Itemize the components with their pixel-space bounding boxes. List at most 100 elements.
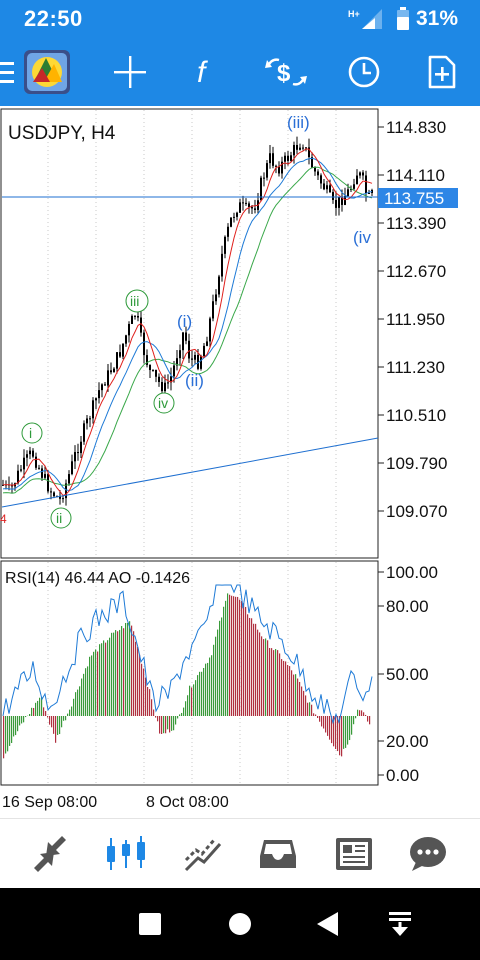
ao-bar — [121, 626, 123, 716]
ao-bar — [159, 716, 161, 734]
candle-body — [338, 197, 340, 208]
add-object-button[interactable] — [412, 38, 472, 106]
recents-button[interactable] — [120, 888, 180, 960]
nav-quotes[interactable] — [10, 819, 90, 889]
nav-chart[interactable] — [86, 819, 166, 889]
ao-bar — [69, 709, 71, 716]
nav-news[interactable] — [314, 819, 394, 889]
candle-body — [293, 144, 295, 156]
indicators-button[interactable]: f — [176, 38, 236, 106]
home-button[interactable] — [210, 888, 270, 960]
period-button[interactable] — [334, 38, 394, 106]
ao-bar — [19, 716, 21, 726]
back-button[interactable] — [298, 888, 358, 960]
ao-bar — [265, 638, 267, 716]
medium-moving-average-line — [2, 157, 373, 492]
candle-body — [125, 335, 127, 344]
candle-body — [356, 175, 358, 185]
candle-body — [218, 276, 220, 295]
ao-bar — [11, 716, 13, 744]
candle-body — [59, 496, 61, 499]
ao-bar — [219, 620, 221, 716]
ao-bar — [15, 716, 17, 736]
ao-bar — [99, 644, 101, 716]
candle-body — [92, 400, 94, 419]
ao-bar — [279, 653, 281, 716]
time-label-1: 16 Sep 08:00 — [2, 794, 97, 811]
candle-body — [134, 315, 136, 317]
ao-bar — [255, 623, 257, 716]
menu-icon — [0, 50, 70, 94]
chart-area[interactable]: 114.830 114.110 113.390 112.670 111.950 111.2… — [0, 106, 480, 818]
ao-bar — [55, 716, 57, 743]
wave-label-text: i — [29, 425, 32, 441]
ao-bar — [125, 622, 127, 716]
ao-bar — [243, 603, 245, 716]
ao-bar — [137, 646, 139, 716]
ao-bar — [33, 707, 35, 716]
trade-dollar-icon: $ — [265, 58, 307, 87]
chart-canvas[interactable]: 114.830 114.110 113.390 112.670 111.950 111.2… — [0, 106, 480, 818]
current-price-badge — [378, 188, 458, 208]
bottom-navigation — [0, 818, 480, 888]
candle-body — [119, 352, 121, 357]
ao-bar — [363, 712, 365, 716]
menu-button[interactable] — [0, 38, 80, 106]
candle-body — [113, 368, 115, 373]
wave-label-text: iii — [130, 293, 139, 309]
ao-bar — [365, 714, 367, 716]
candle-body — [287, 155, 289, 161]
ao-bar — [37, 700, 39, 716]
candle-body — [239, 202, 241, 213]
ao-bar — [193, 684, 195, 716]
candle-body — [65, 483, 67, 499]
svg-text:f: f — [197, 56, 208, 89]
candle-body — [221, 253, 223, 277]
ao-bar — [169, 716, 171, 733]
ao-bar — [25, 716, 27, 718]
ao-bar — [155, 716, 157, 718]
ao-bar — [81, 678, 83, 716]
ao-bar — [161, 716, 163, 734]
ao-bar — [167, 716, 169, 730]
nav-history[interactable] — [238, 819, 318, 889]
candle-body — [266, 163, 268, 178]
ao-bar — [59, 716, 61, 735]
candle-body — [167, 382, 169, 384]
ao-bar — [329, 716, 331, 740]
trade-button[interactable]: $ — [256, 38, 316, 106]
candle-body — [26, 454, 28, 458]
ao-bar — [77, 689, 79, 716]
candle-body — [209, 318, 211, 342]
candle-body — [260, 177, 262, 201]
indicator-axis-label: 0.00 — [386, 766, 419, 785]
network-signal-icon: H+ — [348, 9, 382, 29]
candle-body — [143, 332, 145, 356]
candle-body — [191, 358, 193, 360]
candle-body — [236, 212, 238, 217]
ao-bar — [337, 716, 339, 752]
ao-bar — [199, 671, 201, 716]
candle-body — [89, 418, 91, 420]
ao-bar — [49, 716, 51, 725]
nav-trade[interactable] — [164, 819, 244, 889]
candle-body — [122, 343, 124, 357]
ao-bar — [195, 680, 197, 716]
ao-bar — [343, 716, 345, 749]
ao-bar — [119, 629, 121, 716]
candle-body — [80, 441, 82, 454]
ao-bar — [293, 674, 295, 716]
candle-body — [323, 183, 325, 190]
candle-body — [23, 457, 25, 470]
notifications-button[interactable] — [370, 888, 430, 960]
ao-bar — [95, 649, 97, 716]
ao-bar — [31, 707, 33, 716]
candle-body — [41, 468, 43, 478]
nav-chat[interactable] — [388, 819, 468, 889]
ao-bar — [309, 702, 311, 716]
ao-bar — [103, 640, 105, 716]
main-chart-frame — [0, 108, 379, 559]
candle-body — [149, 364, 151, 371]
ao-bar — [289, 666, 291, 716]
crosshair-button[interactable] — [100, 38, 160, 106]
